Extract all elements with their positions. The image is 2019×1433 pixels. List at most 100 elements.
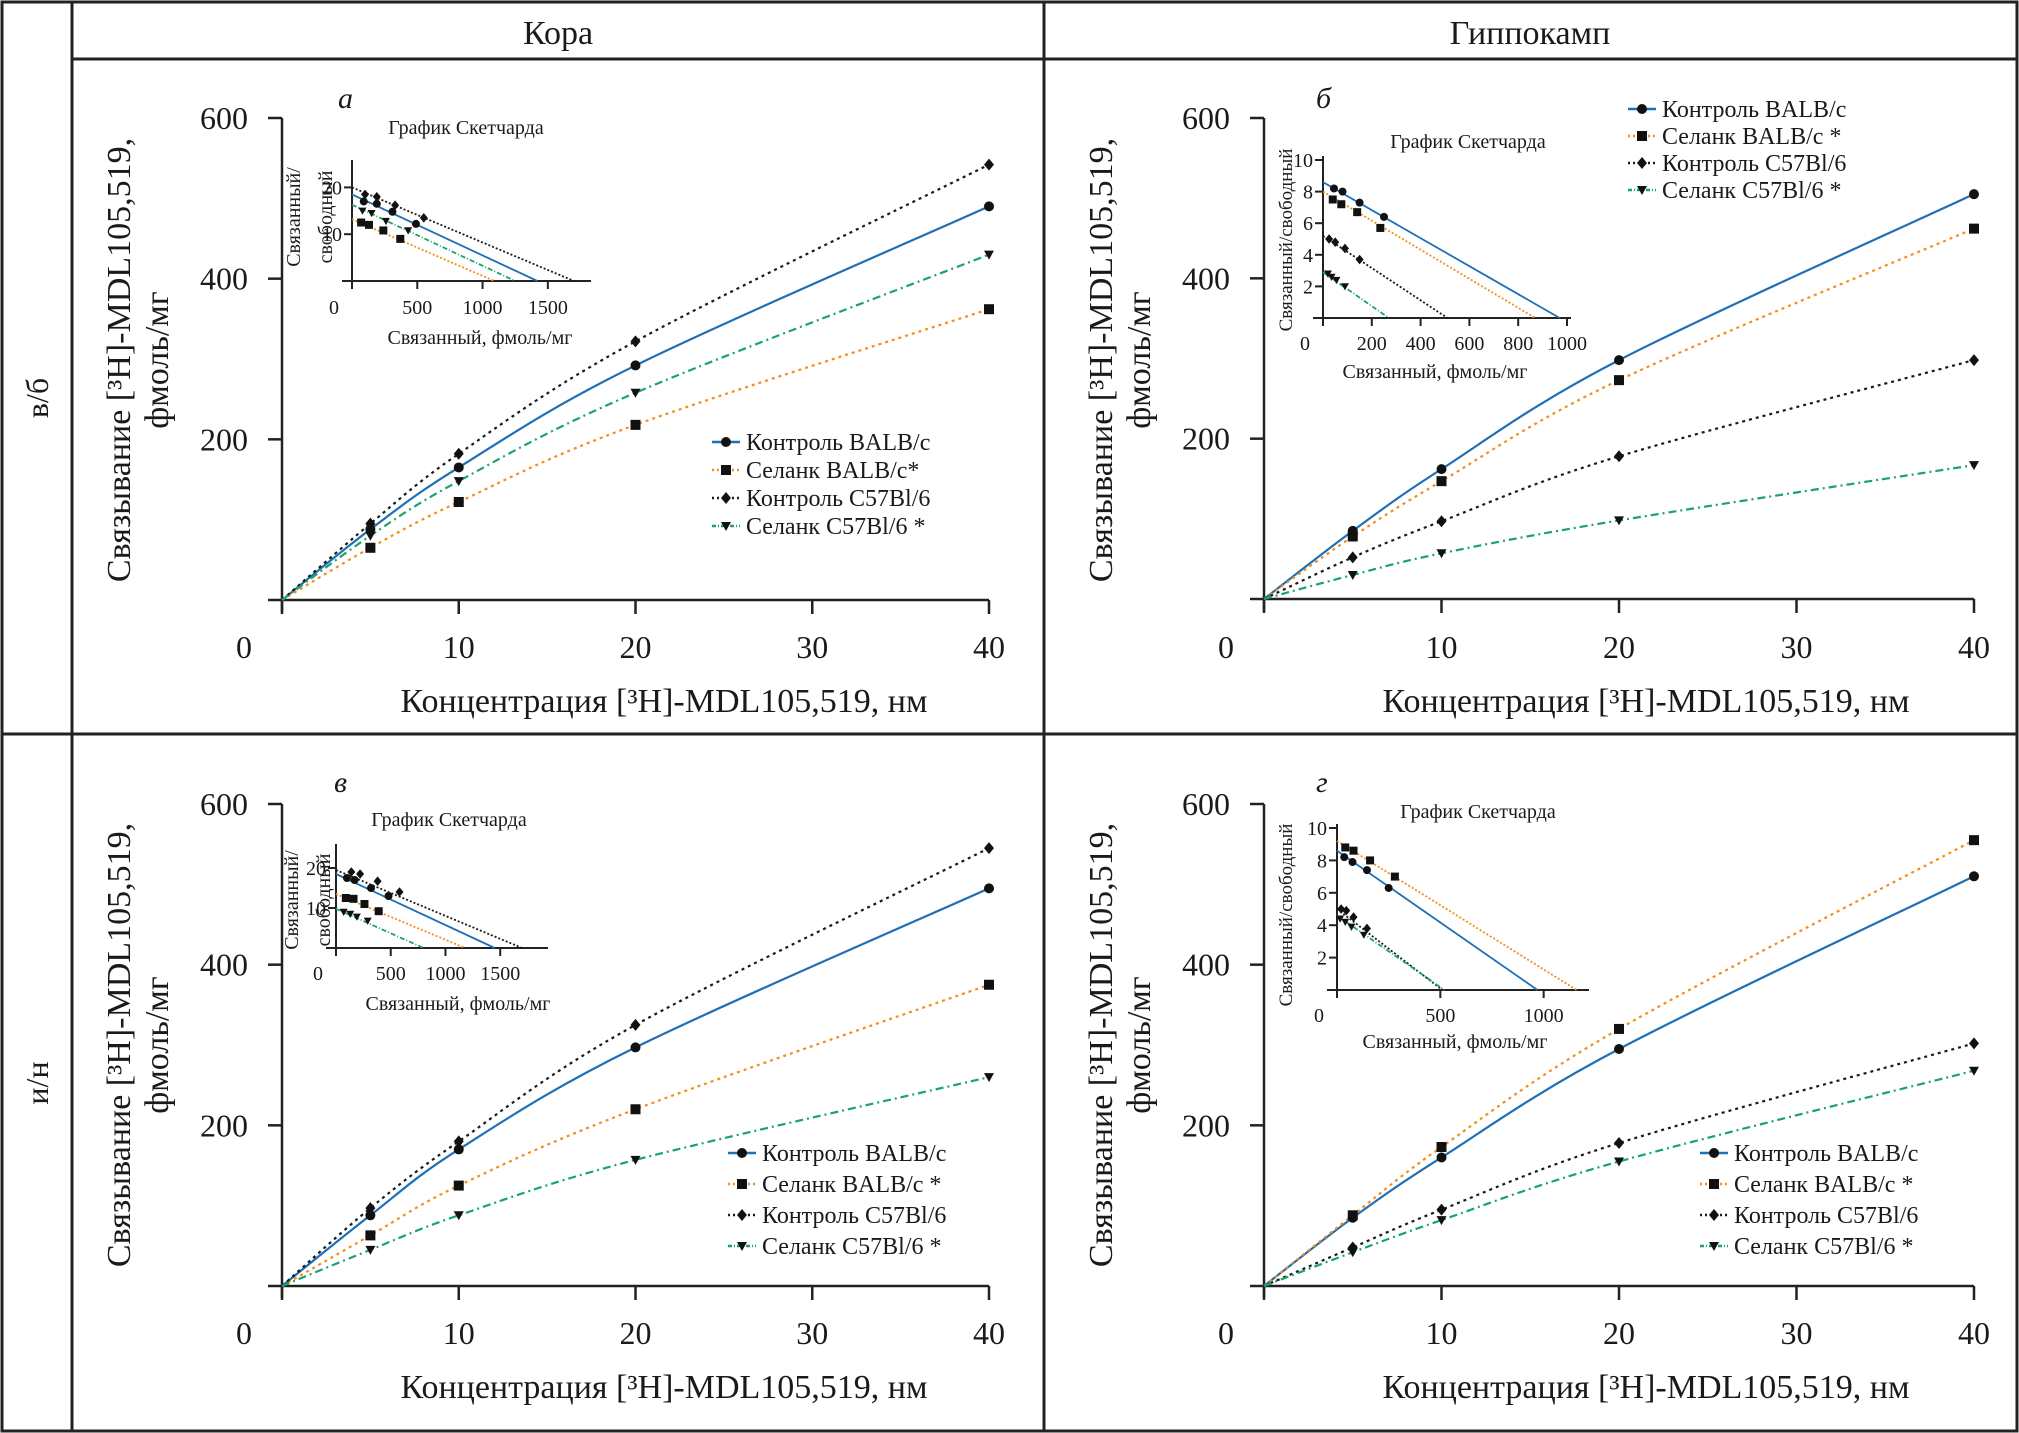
x-tick-label: 10 <box>443 629 475 665</box>
series-line <box>281 887 990 1287</box>
x-tick-label: 40 <box>973 1315 1005 1351</box>
series-3 <box>1263 354 1979 600</box>
data-point <box>1436 1142 1447 1153</box>
inset-regression-line <box>335 873 496 949</box>
inset-x-tick-label: 0 <box>313 963 323 985</box>
data-point <box>1614 1137 1624 1150</box>
series-line <box>1263 839 1975 1287</box>
inset-x-tick-label: 600 <box>1454 333 1484 355</box>
x-tick-label: 30 <box>796 629 828 665</box>
series-line <box>1263 359 1975 600</box>
inset-data-point <box>357 218 366 227</box>
legend-label: Селанк C57Bl/6 * <box>746 514 925 540</box>
data-point <box>1614 1023 1624 1034</box>
inset-data-point <box>1341 918 1350 926</box>
inset-series-2 <box>335 893 466 949</box>
legend-marker <box>1709 1179 1719 1189</box>
column-header-cortex: Кора <box>523 15 593 52</box>
inset-data-point <box>381 217 390 226</box>
data-point <box>453 447 464 460</box>
row-label-ip: в/б <box>19 378 55 418</box>
inset-regression-line <box>1336 840 1578 991</box>
legend-marker <box>721 492 731 504</box>
inset-data-point <box>1337 904 1346 914</box>
data-point <box>630 335 641 348</box>
legend-marker <box>737 1148 747 1158</box>
inset-series-1 <box>1322 181 1561 319</box>
legend-label: Селанк C57Bl/6 * <box>1734 1234 1913 1260</box>
data-point <box>630 388 641 398</box>
inset-data-point <box>364 220 373 229</box>
data-point <box>1969 461 1979 471</box>
legend-label: Селанк BALB/c * <box>762 1172 941 1198</box>
data-point <box>1614 450 1624 463</box>
series-4 <box>281 250 994 601</box>
legend-marker <box>721 522 731 531</box>
inset-data-point <box>361 189 370 200</box>
inset-x-tick-label: 0 <box>329 297 339 319</box>
data-point <box>630 360 641 371</box>
inset-y-tick-label: 2 <box>1303 276 1313 298</box>
inset-x-tick-label: 1500 <box>480 963 520 985</box>
inset-data-point <box>404 227 413 235</box>
inset-data-point <box>342 874 351 882</box>
data-point <box>1436 1203 1447 1216</box>
data-point <box>1614 1044 1624 1055</box>
data-point <box>1436 515 1447 528</box>
inset-data-point <box>1325 234 1334 244</box>
y-axis-title-line2: фмоль/мг <box>139 291 176 429</box>
legend-label: Контроль BALB/c <box>746 430 930 456</box>
data-point <box>984 250 994 260</box>
inset-data-point <box>395 887 404 897</box>
inset-series-2 <box>1322 190 1536 319</box>
series-2 <box>1263 835 1979 1287</box>
inset-data-point <box>1359 931 1368 939</box>
x-tick-label: 40 <box>973 629 1005 665</box>
y-tick-label: 200 <box>1182 421 1230 457</box>
series-line <box>281 983 990 1287</box>
panel-letter: а <box>338 82 353 115</box>
data-point <box>1436 476 1447 487</box>
x-tick-label: 20 <box>620 1315 652 1351</box>
data-point <box>365 517 376 530</box>
inset-data-point <box>358 207 367 215</box>
inset-y-tick-label: 10 <box>306 898 326 920</box>
data-point <box>1347 1210 1358 1221</box>
legend-marker <box>721 465 731 475</box>
legend-marker <box>1637 186 1647 195</box>
series-line <box>1263 464 1975 601</box>
inset-data-point <box>359 197 368 206</box>
inset-series-3 <box>335 867 523 949</box>
data-point <box>1347 551 1358 564</box>
inset-data-point <box>1384 883 1393 892</box>
data-point <box>630 1155 641 1165</box>
inset-data-point <box>1327 273 1336 281</box>
inset-x-tick-label: 0 <box>1300 333 1310 355</box>
inset-data-point <box>346 910 355 918</box>
series-1 <box>1263 189 1979 600</box>
legend-label: Контроль C57Bl/6 <box>1662 151 1846 177</box>
y-axis-title-line2: фмоль/мг <box>1121 976 1158 1114</box>
inset-series-1 <box>351 193 538 282</box>
inset-regression-line <box>351 193 538 282</box>
y-axis-title-line2: фмоль/мг <box>1121 291 1158 429</box>
inset-series-4 <box>1336 914 1445 991</box>
data-point <box>630 1018 641 1031</box>
series-4 <box>1263 461 1979 601</box>
series-line <box>1263 875 1975 1287</box>
row-label-in: и/н <box>19 1061 55 1104</box>
inset-x-axis-title: Связанный, фмоль/мг <box>366 993 551 1015</box>
series-4 <box>1263 1066 1979 1288</box>
x-tick-label: 30 <box>796 1315 828 1351</box>
y-tick-label: 200 <box>200 421 248 457</box>
inset-data-point <box>396 234 405 243</box>
data-point <box>453 1144 464 1155</box>
inset-data-point <box>384 892 393 900</box>
series-line <box>281 205 990 601</box>
inset-regression-line <box>351 203 516 282</box>
inset-series-4 <box>335 907 424 949</box>
data-point <box>630 1042 641 1053</box>
inset-series-3 <box>1336 904 1443 991</box>
series-3 <box>281 842 994 1287</box>
